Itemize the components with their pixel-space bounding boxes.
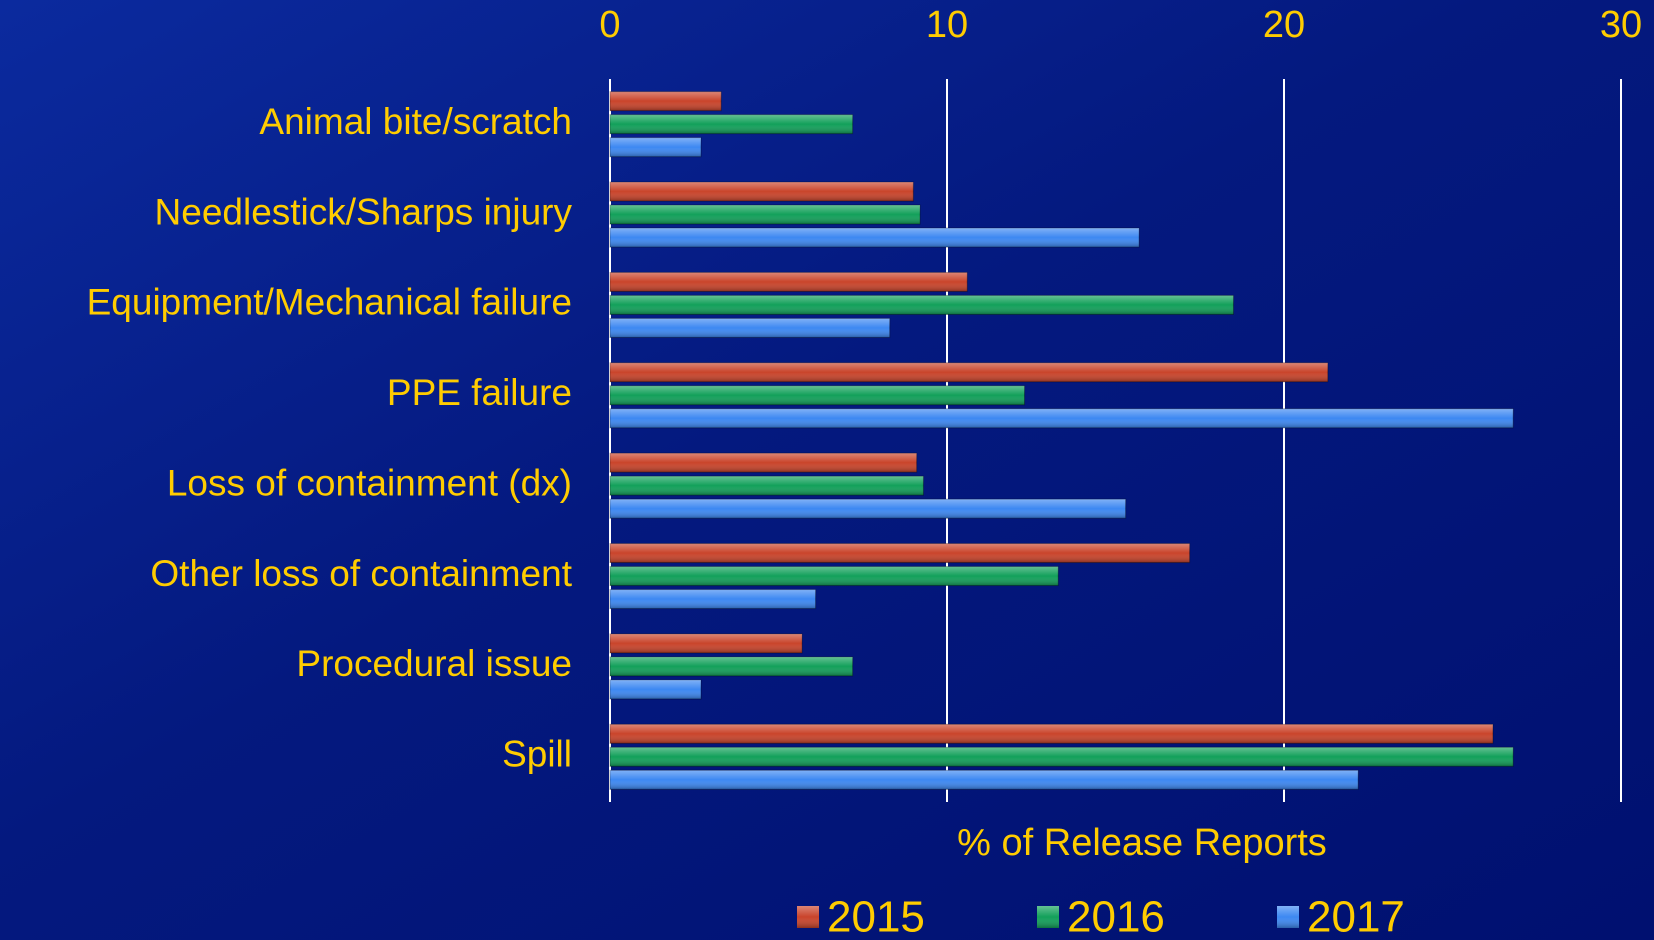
bar-shine: [610, 114, 853, 134]
bar-shine: [610, 272, 968, 292]
y-tick-label: Equipment/Mechanical failure: [87, 282, 572, 323]
bar-shine: [610, 453, 917, 473]
x-tick-label: 0: [599, 4, 620, 46]
y-tick-label: Needlestick/Sharps injury: [155, 191, 573, 232]
x-axis-label: % of Release Reports: [957, 822, 1327, 864]
bar-shine: [610, 91, 722, 111]
bar-shine: [610, 137, 701, 157]
legend-label: 2017: [1307, 893, 1405, 940]
bar-shine: [610, 770, 1359, 790]
bar-shine: [610, 589, 816, 609]
x-tick-label: 10: [926, 4, 968, 46]
bar-shine: [610, 656, 853, 676]
bar-shine: [610, 566, 1059, 586]
legend-swatch-shine: [797, 906, 819, 928]
bar-shine: [610, 408, 1514, 428]
bar-shine: [610, 543, 1190, 563]
legend-swatch-shine: [1277, 906, 1299, 928]
y-tick-label: Other loss of containment: [150, 553, 572, 594]
y-tick-label: Animal bite/scratch: [259, 101, 572, 142]
bar-shine: [610, 228, 1140, 248]
legend-label: 2016: [1067, 893, 1165, 940]
bar-shine: [610, 499, 1126, 519]
legend-swatch-shine: [1037, 906, 1059, 928]
bar-shine: [610, 205, 921, 225]
bar-shine: [610, 679, 701, 699]
bar-shine: [610, 724, 1493, 744]
bar-shine: [610, 385, 1025, 405]
bar-shine: [610, 362, 1328, 382]
y-tick-label: PPE failure: [387, 372, 572, 413]
bar-shine: [610, 476, 924, 496]
bar-shine: [610, 318, 890, 338]
bar-shine: [610, 747, 1514, 767]
bar-shine: [610, 633, 803, 653]
y-tick-label: Procedural issue: [296, 643, 572, 684]
x-tick-label: 20: [1263, 4, 1305, 46]
bar-shine: [610, 295, 1234, 315]
bar-shine: [610, 182, 914, 202]
y-tick-label: Spill: [502, 734, 572, 775]
y-tick-label: Loss of containment (dx): [167, 462, 572, 503]
legend-label: 2015: [827, 893, 925, 940]
x-tick-label: 30: [1600, 4, 1642, 46]
